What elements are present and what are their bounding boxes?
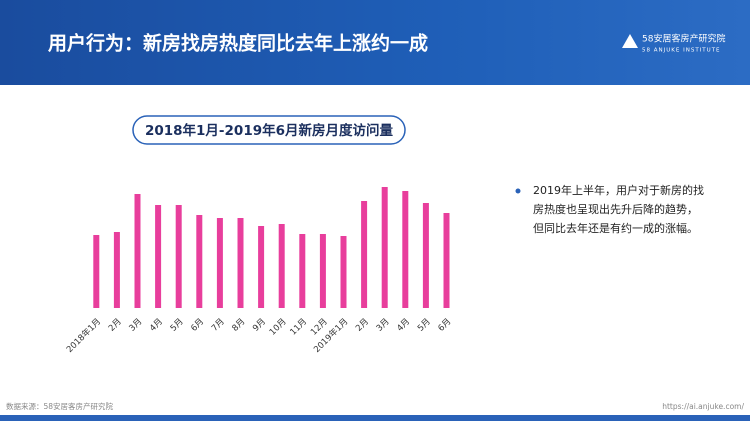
bar xyxy=(237,218,244,308)
logo-icon xyxy=(622,34,638,48)
slide-title: 用户行为：新房找房热度同比去年上涨约一成 xyxy=(48,32,428,55)
bullet xyxy=(515,188,521,194)
logo-name: 58安居客房产研究院 xyxy=(642,33,725,45)
bar xyxy=(381,187,388,308)
url: https://ai.anjuke.com/ xyxy=(662,402,744,411)
bar xyxy=(93,235,100,308)
bar xyxy=(443,213,450,308)
bar xyxy=(319,234,326,308)
bar xyxy=(402,191,409,308)
bar xyxy=(340,236,347,308)
bar xyxy=(278,224,285,308)
note-line: 房热度也呈现出先升后降的趋势， xyxy=(533,202,698,216)
bar xyxy=(216,218,223,308)
bar xyxy=(155,205,162,308)
bar xyxy=(134,194,141,308)
bar xyxy=(258,226,265,308)
bar xyxy=(175,205,182,308)
header-bar xyxy=(0,0,750,85)
bar xyxy=(299,234,306,308)
note-line: 但同比去年还是有约一成的涨幅。 xyxy=(533,221,698,235)
chart-title-box xyxy=(132,115,406,145)
bar xyxy=(196,215,203,308)
note-line: 2019年上半年，用户对于新房的找 xyxy=(533,183,704,197)
chart-title: 2018年1月-2019年6月新房月度访问量 xyxy=(145,122,394,139)
bar xyxy=(113,232,120,308)
source: 数据来源：58安居客房产研究院 xyxy=(6,401,114,411)
logo-sub: 58 ANJUKE INSTITUTE xyxy=(642,48,721,54)
bar xyxy=(361,201,368,308)
bar xyxy=(422,203,429,308)
